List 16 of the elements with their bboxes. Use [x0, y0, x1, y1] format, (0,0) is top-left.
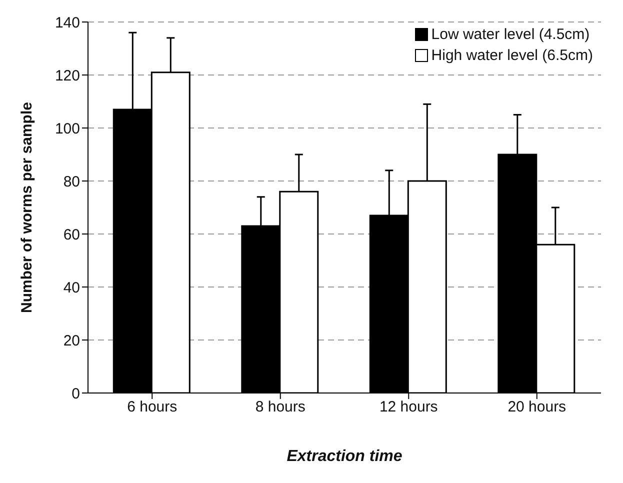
- y-tick-label: 40: [63, 279, 80, 296]
- x-tick-label: 6 hours: [127, 398, 178, 416]
- y-tick-label: 140: [54, 14, 80, 32]
- legend-label: Low water level (4.5cm): [431, 26, 590, 43]
- legend-label: High water level (6.5cm): [431, 47, 593, 64]
- y-tick-label: 100: [54, 120, 80, 138]
- y-tick-label: 0: [72, 385, 80, 402]
- y-tick-label: 80: [63, 173, 80, 190]
- y-tick-label: 120: [54, 67, 80, 84]
- y-tick-label: 20: [63, 332, 80, 350]
- y-tick-label: 60: [63, 226, 80, 244]
- y-axis-title: Number of worms per sample: [18, 102, 36, 313]
- x-tick-label: 8 hours: [255, 398, 306, 416]
- x-axis-title: Extraction time: [286, 448, 402, 465]
- x-tick-label: 20 hours: [508, 398, 566, 416]
- x-tick-label: 12 hours: [379, 398, 438, 416]
